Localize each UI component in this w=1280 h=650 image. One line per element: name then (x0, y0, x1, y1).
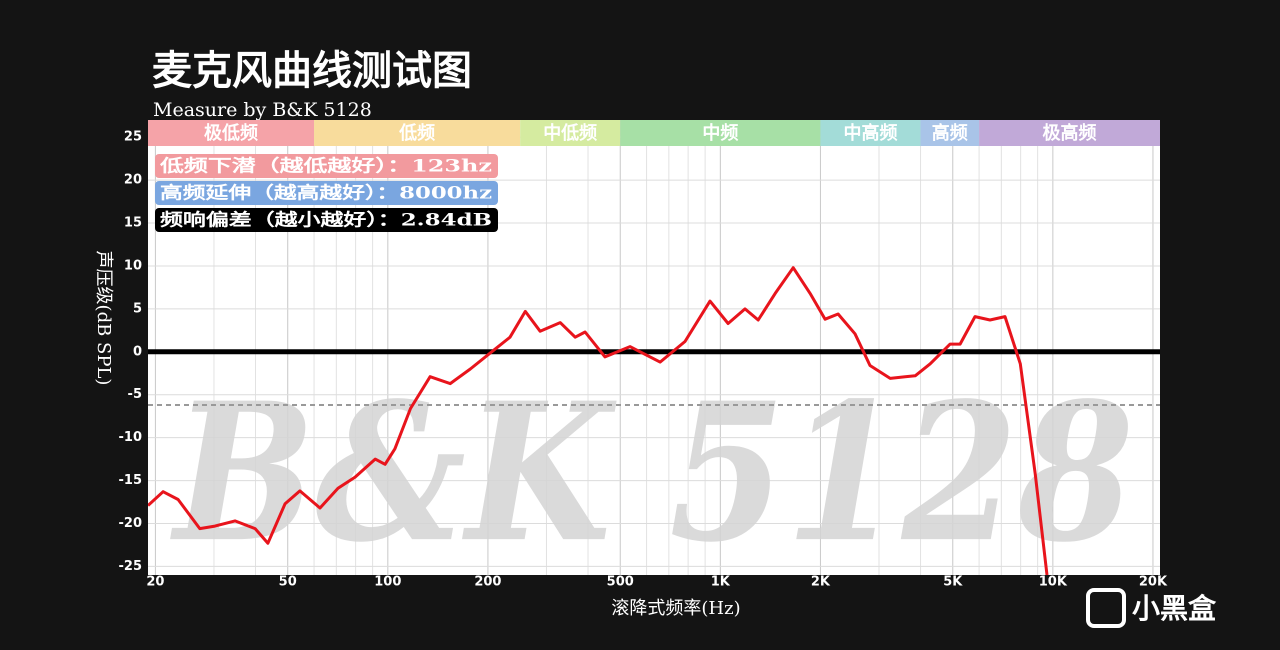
annotation: 低频下潜（越低越好）：123hz (159, 156, 493, 177)
y-tick-label: 5 (133, 301, 142, 316)
band (620, 120, 821, 146)
annotation-box (155, 181, 498, 205)
y-tick-label: -10 (119, 430, 143, 445)
band (979, 120, 1160, 146)
band-label: 低频 (398, 122, 435, 144)
band-label: 中低频 (543, 122, 597, 144)
annotation-box (155, 154, 498, 178)
band-label: 极高频 (1043, 122, 1097, 144)
annotation: 频响偏差（越小越好）：2.84dB (160, 210, 492, 231)
brand-logo: 小黑盒 (1086, 588, 1217, 628)
x-tick-label: 100 (374, 575, 401, 590)
y-tick-label: 0 (133, 344, 142, 359)
x-axis-label: 滚降式频率(Hz) (611, 598, 740, 619)
band-label: 中高频 (843, 122, 897, 144)
annotation-box (155, 208, 498, 232)
band-label: 中频 (702, 122, 738, 144)
y-tick-label: 10 (124, 258, 142, 273)
x-tick-label: 50 (279, 575, 297, 590)
x-tick-label: 500 (607, 575, 634, 590)
y-tick-label: -25 (119, 559, 143, 574)
line (148, 266, 1049, 575)
x-tick-label: 20K (1139, 575, 1168, 590)
y-tick-label: -15 (119, 473, 143, 488)
band (148, 120, 315, 146)
band (920, 120, 980, 146)
x-tick-label: 10K (1039, 575, 1068, 590)
chart-title: 麦克风曲线测试图 (152, 47, 472, 94)
band-label: 极低频 (204, 122, 258, 144)
x-tick-label: 20 (146, 575, 164, 590)
band-label: 高频 (932, 122, 968, 144)
x-tick-label: 2K (811, 575, 831, 590)
y-tick-label: 20 (124, 173, 142, 188)
y-tick-label: -20 (119, 516, 143, 531)
x-tick-label: 5K (943, 575, 963, 590)
brand-text: 小黑盒 (1132, 592, 1217, 625)
band (520, 120, 621, 146)
y-axis-label: 声压级(dB SPL) (93, 251, 114, 386)
watermark: B&K 5128 (170, 361, 1134, 584)
logo-icon (1086, 588, 1126, 628)
band (314, 120, 521, 146)
y-tick-label: 15 (124, 216, 142, 231)
x-tick-label: 1K (711, 575, 731, 590)
chart-subtitle: Measure by B&K 5128 (153, 99, 372, 121)
y-tick-label: -5 (128, 387, 142, 402)
annotation: 高频延伸（越高越好）：8000hz (160, 183, 492, 204)
band (820, 120, 921, 146)
x-tick-label: 200 (474, 575, 501, 590)
y-tick-label: 25 (124, 130, 142, 145)
